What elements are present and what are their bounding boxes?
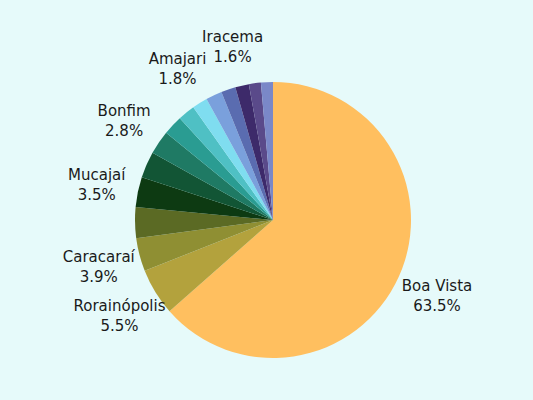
svg-text:Boa Vista63.5%: Boa Vista63.5% xyxy=(402,277,472,315)
svg-text:Bonfim2.8%: Bonfim2.8% xyxy=(98,102,151,140)
svg-text:Caracaraí3.9%: Caracaraí3.9% xyxy=(63,248,136,286)
svg-text:Rorainópolis5.5%: Rorainópolis5.5% xyxy=(74,297,166,335)
svg-text:Mucajaí3.5%: Mucajaí3.5% xyxy=(68,166,126,204)
svg-text:Iracema1.6%: Iracema1.6% xyxy=(202,28,263,66)
svg-text:Amajari1.8%: Amajari1.8% xyxy=(149,50,207,88)
